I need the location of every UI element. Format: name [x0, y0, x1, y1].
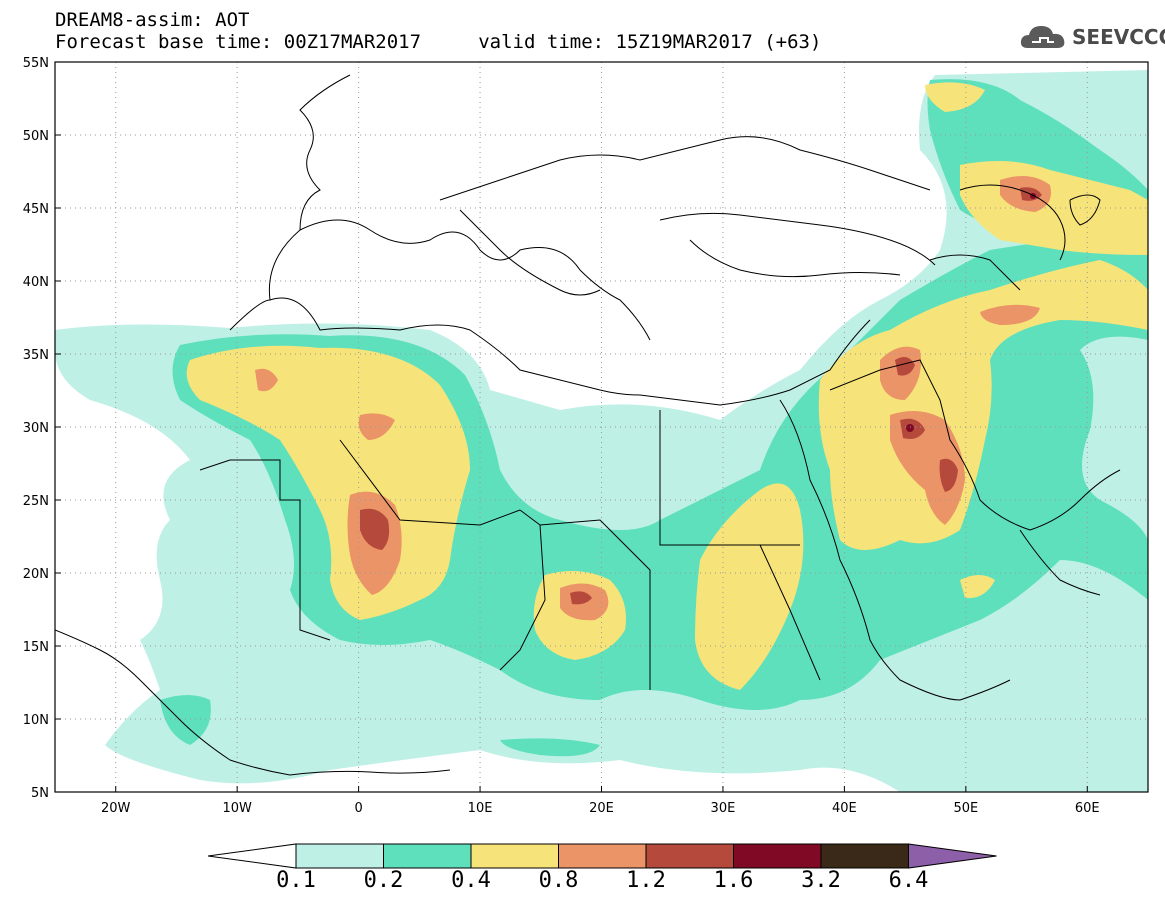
colorbar-label: 3.2 [801, 868, 841, 893]
colorbar-segment [558, 843, 647, 869]
colorbar-right-arrow [908, 843, 997, 869]
colorbar-label: 0.8 [538, 868, 579, 893]
colorbar-label: 0.2 [363, 868, 404, 893]
colorbar-label: 1.6 [713, 868, 754, 893]
logo-text: SEEVCCC [1072, 25, 1165, 49]
lat-label: 55N [23, 56, 49, 71]
lon-label: 20W [101, 801, 131, 816]
lat-label: 50N [23, 129, 49, 144]
colorbar-label: 0.4 [451, 868, 491, 893]
colorbar [207, 843, 997, 869]
lon-label: 40E [832, 801, 857, 816]
lat-label: 20N [23, 567, 49, 582]
coastlines-borders [55, 74, 1121, 776]
cloud-icon [1020, 26, 1065, 48]
colorbar-label: 6.4 [888, 868, 929, 893]
colorbar-label: 1.2 [626, 868, 666, 893]
chart-subtitle-times: Forecast base time: 00Z17MAR2017 valid t… [55, 31, 822, 53]
lat-label: 25N [23, 494, 49, 509]
lat-label: 45N [23, 202, 49, 217]
lat-label: 40N [23, 275, 49, 290]
colorbar-segment [295, 843, 384, 869]
lat-label: 30N [23, 421, 49, 436]
latitude-labels: 55N 50N 45N 40N 35N 30N 25N 20N 15N 10N 5N [23, 56, 61, 801]
lon-label: 50E [953, 801, 978, 816]
colorbar-label: 0.1 [276, 868, 316, 893]
lat-label: 5N [31, 786, 49, 801]
lon-label: 10E [468, 801, 493, 816]
colorbar-segment [470, 843, 559, 869]
lat-label: 15N [23, 640, 49, 655]
lon-label: 10W [222, 801, 252, 816]
aot-fields [55, 70, 1148, 792]
lon-label: 30E [711, 801, 736, 816]
longitude-labels: 20W 10W 0 10E 20E 30E 40E 50E 60E [101, 786, 1100, 816]
lat-label: 10N [23, 713, 49, 728]
colorbar-segment [820, 843, 909, 869]
lat-label: 35N [23, 348, 49, 363]
colorbar-segment [383, 843, 472, 869]
colorbar-segment [733, 843, 822, 869]
colorbar-segment [645, 843, 734, 869]
map-grid [55, 62, 1148, 792]
lon-label: 60E [1075, 801, 1100, 816]
chart-title: DREAM8-assim: AOT [55, 9, 250, 31]
lon-label: 20E [589, 801, 614, 816]
lon-label: 0 [354, 801, 362, 816]
colorbar-left-arrow [207, 843, 297, 869]
seevccc-logo: SEEVCCC [1018, 20, 1165, 54]
